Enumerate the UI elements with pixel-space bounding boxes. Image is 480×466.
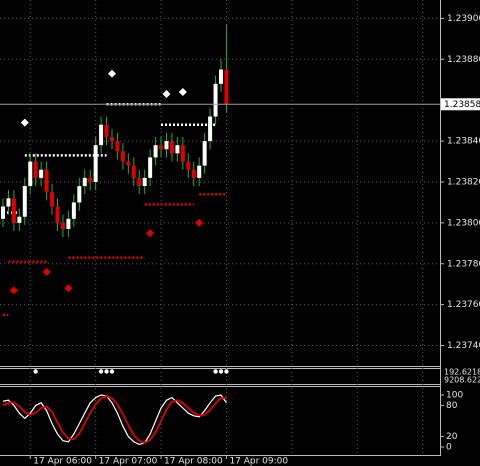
candle-body: [77, 186, 82, 203]
y-tick-label: 80: [446, 401, 458, 411]
candle-body: [219, 69, 223, 84]
candle-body: [82, 177, 87, 187]
candle-body: [126, 161, 131, 166]
signal-marker: [42, 267, 51, 276]
y-tick-label: 1.23800: [447, 218, 480, 228]
indicator-dot: [33, 369, 38, 374]
y-tick-label: 1.23740: [447, 341, 480, 351]
candle-body: [208, 116, 213, 142]
x-tick-label: 17 Apr 06:00: [33, 457, 92, 466]
candle-body: [131, 165, 136, 178]
y-tick-label: 1.23880: [447, 55, 480, 65]
candle-body: [50, 192, 55, 207]
candle-body: [115, 141, 120, 152]
candle-body: [186, 161, 191, 170]
candle-body: [1, 206, 5, 219]
y-tick-label: 1.23760: [447, 300, 480, 310]
candle-body: [99, 124, 104, 146]
indicator-value: 192.6218: [444, 368, 480, 377]
signal-marker: [108, 69, 116, 78]
y-tick-label: 1.23900: [447, 14, 480, 24]
candle-body: [120, 151, 125, 162]
indicator-dot: [218, 369, 224, 374]
oscillator-line: [2, 394, 227, 446]
candle-body: [60, 222, 65, 230]
x-tick-label: 17 Apr 09:00: [229, 457, 288, 466]
signal-marker: [195, 218, 204, 227]
indicator-dot: [109, 369, 115, 374]
candle-body: [213, 83, 218, 117]
indicator-value: 9208.622: [444, 376, 480, 385]
signal-marker: [162, 90, 171, 99]
candle-body: [175, 145, 180, 154]
candle-body: [39, 169, 44, 178]
candle-body: [159, 145, 164, 150]
candle-body: [55, 206, 60, 223]
candle-body: [11, 198, 16, 223]
candle-body: [71, 202, 76, 219]
signal-marker: [9, 286, 18, 295]
y-tick-label: 20: [446, 432, 458, 442]
candle-body: [104, 124, 109, 137]
candle-body: [137, 177, 142, 187]
candle-body: [180, 145, 185, 162]
y-tick-label: 1.23780: [447, 259, 480, 269]
candle-body: [93, 145, 98, 182]
candle-body: [164, 141, 169, 150]
candle-body: [153, 145, 158, 158]
y-tick-label: 0: [446, 443, 452, 453]
x-tick-label: 17 Apr 08:00: [164, 457, 223, 466]
candle-body: [142, 177, 147, 187]
candle-body: [22, 186, 27, 217]
signal-marker: [20, 118, 29, 127]
oscillator-line: [2, 395, 227, 444]
indicator-dot: [213, 369, 218, 374]
candle-body: [191, 169, 196, 178]
candle-body: [33, 161, 38, 178]
candle-body: [88, 177, 93, 182]
signal-marker: [64, 284, 73, 293]
candle-body: [202, 141, 207, 166]
candle-body: [148, 157, 153, 178]
y-tick-label: 1.23840: [447, 137, 480, 147]
candle-body: [169, 141, 174, 154]
indicator-dot: [98, 369, 104, 374]
indicator-dot: [224, 369, 229, 374]
last-price-label: 1.23858: [444, 100, 480, 110]
signal-marker: [146, 229, 155, 238]
candle-body: [197, 165, 202, 178]
candle-body: [28, 161, 33, 187]
x-tick-label: 17 Apr 07:00: [99, 457, 158, 466]
candle-body: [224, 69, 229, 105]
candle-body: [6, 198, 11, 207]
signal-marker: [178, 88, 187, 97]
candle-body: [17, 216, 22, 223]
last-price-box: [441, 98, 480, 111]
indicator-dot: [104, 369, 109, 374]
candle-body: [44, 169, 49, 193]
y-tick-label: 100: [446, 391, 463, 401]
y-tick-label: 1.23820: [447, 177, 480, 187]
candle-body: [66, 218, 71, 230]
candle-body: [110, 136, 114, 142]
